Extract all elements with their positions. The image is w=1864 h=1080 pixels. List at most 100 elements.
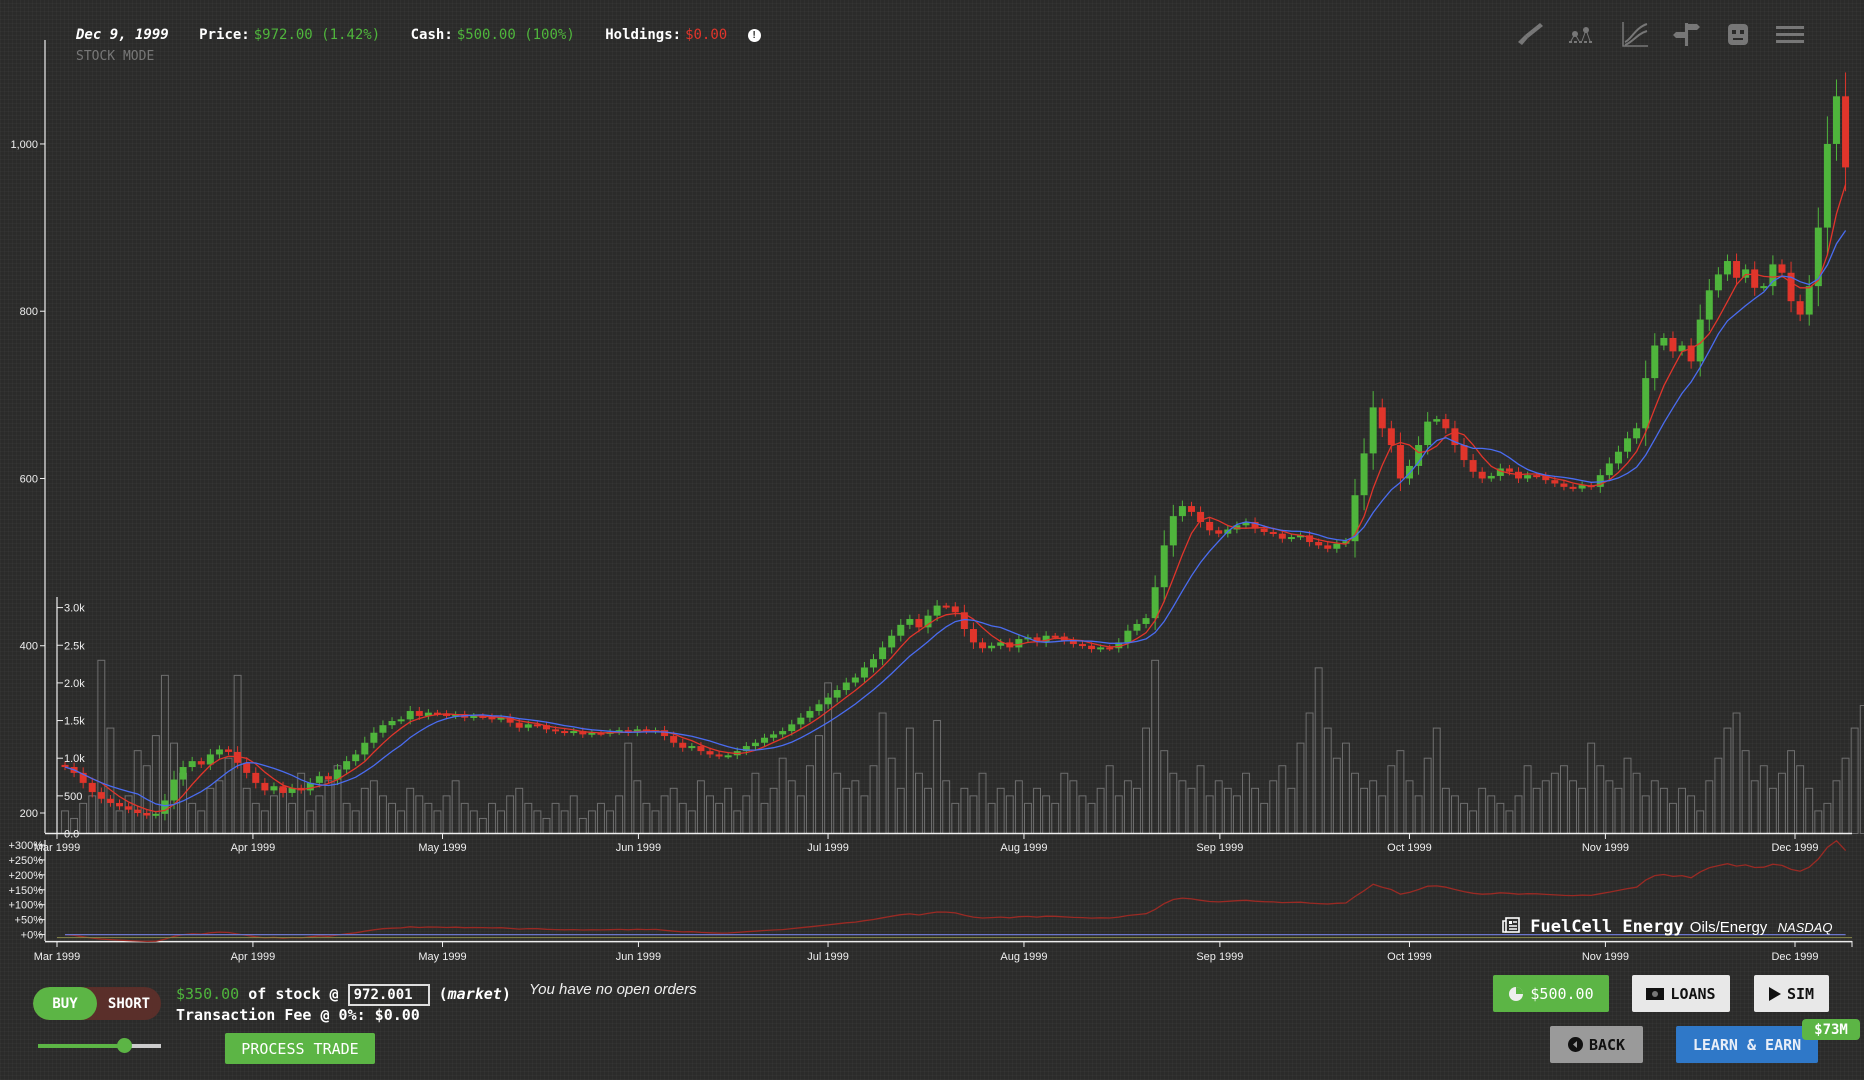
newspaper-icon[interactable] bbox=[1502, 917, 1520, 937]
price-chart[interactable]: 200 400 600 800 1,000 0.0 500 1.0k 1.5k 2.0k 2.5k 3… bbox=[0, 0, 1864, 970]
candle bbox=[1451, 420, 1459, 453]
volume-bar bbox=[769, 787, 778, 835]
candle-body bbox=[497, 717, 505, 720]
candle bbox=[1496, 463, 1504, 481]
buy-short-toggle[interactable]: BUY SHORT bbox=[33, 987, 161, 1020]
volume-bar bbox=[978, 772, 987, 835]
candle bbox=[806, 706, 814, 723]
slider-thumb[interactable] bbox=[117, 1038, 133, 1053]
volume-bar bbox=[1133, 787, 1141, 835]
candle-body bbox=[960, 612, 968, 630]
sim-label: SIM bbox=[1786, 984, 1815, 1003]
candle bbox=[1624, 431, 1632, 459]
candle-body bbox=[415, 710, 423, 716]
volume-bar bbox=[924, 787, 932, 835]
x-tick-label: Jul 1999 bbox=[807, 842, 849, 854]
signpost-icon[interactable] bbox=[1669, 18, 1703, 50]
volume-bar bbox=[815, 735, 823, 834]
back-button[interactable]: BACK bbox=[1550, 1026, 1643, 1063]
candle-body bbox=[334, 769, 342, 780]
candle bbox=[1206, 516, 1214, 536]
candle bbox=[1714, 267, 1722, 298]
company-name: FuelCell Energy bbox=[1530, 917, 1684, 937]
volume-bar bbox=[715, 802, 724, 835]
brush-icon[interactable] bbox=[1513, 18, 1547, 50]
candle-body bbox=[1387, 428, 1395, 446]
volume-bar bbox=[1450, 795, 1459, 834]
candle-body bbox=[252, 772, 260, 783]
candle-body bbox=[1742, 269, 1750, 278]
candle bbox=[1187, 501, 1195, 517]
candle bbox=[252, 767, 260, 789]
x-tick-label: Nov 1999 bbox=[1582, 842, 1629, 854]
loans-button[interactable]: LOANS bbox=[1632, 975, 1730, 1012]
volume-bar bbox=[1187, 787, 1196, 835]
candle-body bbox=[815, 704, 823, 711]
candle bbox=[1178, 500, 1186, 522]
limit-price-input[interactable] bbox=[347, 984, 430, 1006]
candle bbox=[1542, 472, 1550, 484]
perf-tick-label: +50% bbox=[15, 915, 44, 927]
volume-bar bbox=[1078, 795, 1087, 834]
candle-body bbox=[361, 742, 369, 755]
amount-slider[interactable] bbox=[38, 1038, 161, 1053]
candle-body bbox=[879, 647, 887, 660]
candle bbox=[1696, 304, 1704, 377]
candle bbox=[370, 727, 378, 749]
volume-bar bbox=[615, 795, 624, 834]
sim-button[interactable]: SIM bbox=[1754, 975, 1829, 1012]
candle bbox=[897, 619, 905, 642]
learn-earn-button[interactable]: LEARN & EARN bbox=[1676, 1026, 1818, 1063]
candle bbox=[1478, 467, 1486, 483]
menu-icon[interactable] bbox=[1773, 18, 1807, 50]
volume-bar bbox=[242, 787, 251, 835]
volume-bar bbox=[1714, 757, 1723, 835]
volume-bar bbox=[1859, 704, 1864, 834]
line-chart-icon[interactable] bbox=[1618, 18, 1652, 50]
candle-body bbox=[951, 606, 959, 613]
volume-bar bbox=[1523, 765, 1532, 834]
portfolio-value: $500.00 bbox=[1530, 984, 1594, 1003]
volume-bar bbox=[1832, 780, 1841, 834]
info-icon[interactable]: ! bbox=[747, 29, 761, 42]
volume-bar bbox=[406, 787, 415, 835]
volume-bar bbox=[905, 727, 914, 835]
candle-body bbox=[1069, 640, 1077, 645]
candle-body bbox=[1233, 525, 1241, 530]
candle-body bbox=[306, 782, 314, 791]
price-tick-label: 200 bbox=[20, 808, 38, 820]
candle bbox=[1787, 261, 1795, 313]
candle-body bbox=[679, 742, 687, 748]
candle bbox=[88, 777, 96, 798]
volume-bar bbox=[1578, 787, 1587, 835]
candle bbox=[134, 806, 142, 817]
buy-option[interactable]: BUY bbox=[33, 987, 97, 1020]
candle-body bbox=[1287, 537, 1295, 540]
candle bbox=[1324, 541, 1332, 553]
candle bbox=[1705, 279, 1713, 331]
candle bbox=[116, 799, 124, 810]
candle bbox=[179, 760, 187, 786]
volume-bar bbox=[1287, 787, 1296, 835]
candle bbox=[197, 757, 205, 769]
volume-bar bbox=[433, 810, 442, 834]
robot-icon[interactable] bbox=[1721, 18, 1755, 50]
volume-bar bbox=[1460, 802, 1468, 835]
portfolio-button[interactable]: $500.00 bbox=[1493, 975, 1609, 1012]
short-option[interactable]: SHORT bbox=[107, 995, 151, 1012]
candle bbox=[1296, 532, 1304, 541]
cash-label: Cash: bbox=[410, 27, 453, 43]
candle-body bbox=[824, 697, 832, 705]
candle-body bbox=[1369, 407, 1377, 454]
process-trade-button[interactable]: PROCESS TRADE bbox=[225, 1033, 375, 1064]
candle bbox=[724, 752, 732, 759]
short-moving-average bbox=[64, 184, 1847, 813]
candle bbox=[860, 661, 868, 684]
slider-fill bbox=[38, 1044, 125, 1048]
candle bbox=[870, 654, 878, 673]
candle bbox=[1351, 478, 1359, 558]
money-icon bbox=[1646, 987, 1665, 1000]
volume-bar bbox=[805, 765, 814, 834]
scatter-dots-icon[interactable] bbox=[1564, 18, 1598, 50]
candle bbox=[1242, 518, 1250, 529]
